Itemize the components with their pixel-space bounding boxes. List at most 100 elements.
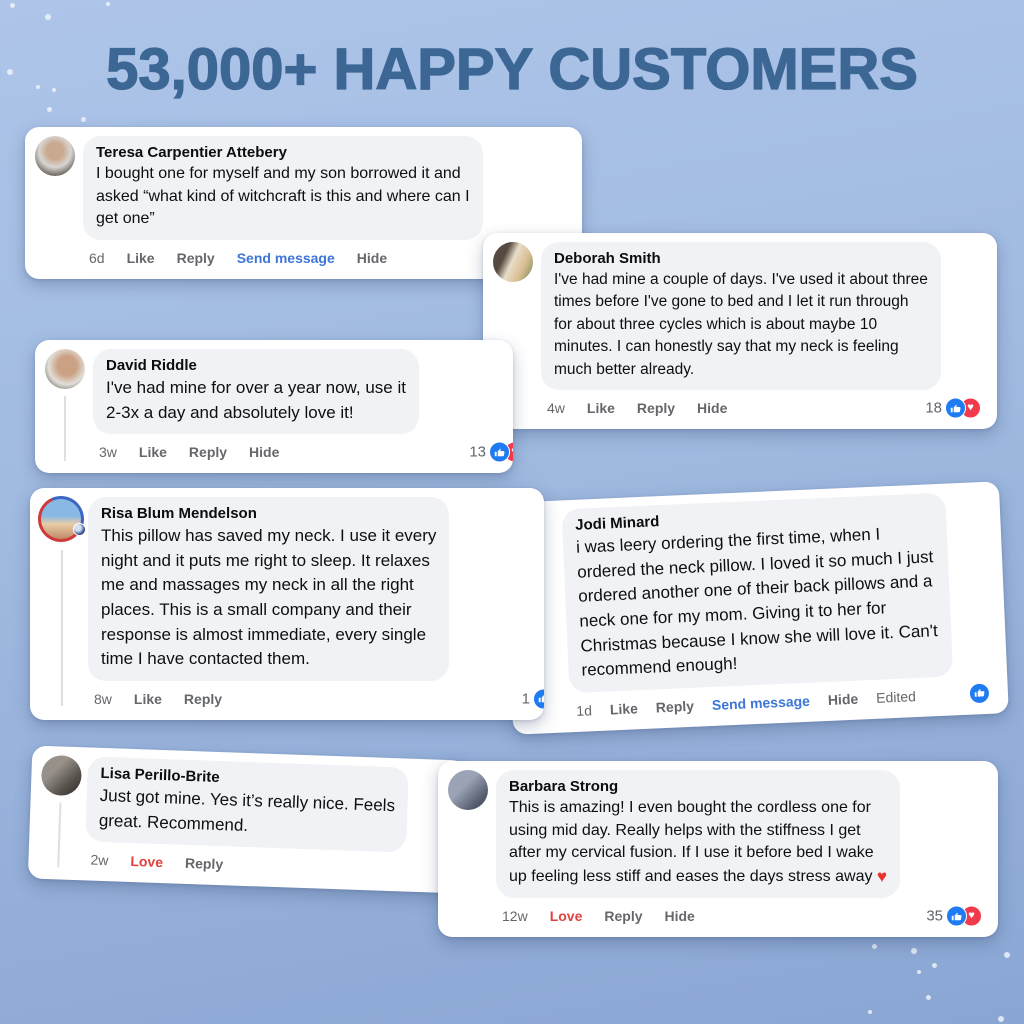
commenter-name[interactable]: Teresa Carpentier Attebery xyxy=(96,144,287,161)
decor-dot xyxy=(868,1010,872,1014)
thumbs-up-reaction-icon[interactable] xyxy=(968,682,991,705)
hide-button[interactable]: Hide xyxy=(664,908,695,925)
decor-dot xyxy=(81,117,86,122)
reaction-cluster[interactable]: 1 xyxy=(521,688,544,710)
reaction-cluster[interactable]: 18 ♥ xyxy=(925,397,981,419)
heart-emoji: ♥ xyxy=(876,867,888,887)
decor-dot xyxy=(998,1016,1004,1022)
decor-dot xyxy=(47,107,52,112)
commenter-name[interactable]: Deborah Smith xyxy=(554,250,661,267)
comment-bubble: Lisa Perillo-Brite Just got mine. Yes it… xyxy=(85,756,410,853)
reaction-count[interactable]: 35 xyxy=(926,907,943,925)
comment-bubble: Jodi Minard i was leery ordering the fir… xyxy=(561,492,953,694)
avatar[interactable] xyxy=(38,496,86,542)
comment-text: This pillow has saved my neck. I use it … xyxy=(101,526,437,669)
thread-line xyxy=(57,802,62,868)
decor-dot xyxy=(911,948,917,954)
decor-dot xyxy=(926,995,931,1000)
reaction-count[interactable]: 13 xyxy=(469,443,486,461)
avatar[interactable] xyxy=(493,242,533,282)
avatar[interactable] xyxy=(40,754,83,797)
comment-actions: 8w Like Reply 1 xyxy=(88,688,544,710)
avatar-photo xyxy=(41,499,81,539)
comment-actions: 2w Love Reply 1 xyxy=(84,849,455,884)
comment-actions: 6d Like Reply Send message Hide xyxy=(83,247,568,269)
reply-button[interactable]: Reply xyxy=(188,444,228,461)
like-button[interactable]: Like xyxy=(586,400,615,417)
timestamp[interactable]: 1d xyxy=(575,702,593,719)
reply-button[interactable]: Reply xyxy=(184,855,224,873)
commenter-name[interactable]: Risa Blum Mendelson xyxy=(101,505,257,522)
decor-dot xyxy=(10,3,15,8)
decor-dot xyxy=(45,14,51,20)
like-button[interactable]: Like xyxy=(609,700,639,718)
comment-text: This is amazing! I even bought the cordl… xyxy=(509,799,888,887)
comment-actions: 12w Love Reply Hide 35 ♥ xyxy=(496,905,984,927)
comment-card-jodi: Jodi Minard i was leery ordering the fir… xyxy=(503,481,1009,735)
like-button[interactable]: Like xyxy=(133,690,162,707)
comment-card-david: David Riddle I've had mine for over a ye… xyxy=(35,340,513,474)
thumbs-up-reaction-icon[interactable] xyxy=(945,397,966,419)
edited-label: Edited xyxy=(875,687,917,706)
reaction-cluster[interactable]: 13 ♥ xyxy=(469,441,513,463)
reply-button[interactable]: Reply xyxy=(183,690,223,707)
reaction-count[interactable]: 1 xyxy=(521,690,530,708)
commenter-name[interactable]: David Riddle xyxy=(106,357,197,374)
hide-button[interactable]: Hide xyxy=(249,444,280,461)
comment-text: I've had mine for over a year now, use i… xyxy=(106,378,406,422)
comment-text: i was leery ordering the first time, whe… xyxy=(575,524,939,680)
timestamp[interactable]: 3w xyxy=(99,444,117,461)
like-button[interactable]: Like xyxy=(126,250,155,267)
comment-text: I've had mine a couple of days. I've use… xyxy=(554,271,928,378)
avatar[interactable] xyxy=(448,770,488,810)
timestamp[interactable]: 2w xyxy=(90,851,109,869)
reaction-cluster[interactable] xyxy=(968,682,991,705)
avatar[interactable] xyxy=(35,136,75,176)
comment-bubble: Deborah Smith I've had mine a couple of … xyxy=(541,242,941,391)
decor-dot xyxy=(872,944,877,949)
love-button[interactable]: Love xyxy=(130,853,164,871)
decor-dot xyxy=(106,2,110,6)
reply-button[interactable]: Reply xyxy=(176,250,215,267)
commenter-name[interactable]: Barbara Strong xyxy=(509,778,619,795)
decor-dot xyxy=(52,88,56,92)
reply-button[interactable]: Reply xyxy=(604,908,643,925)
love-button[interactable]: Love xyxy=(549,908,583,925)
avatar[interactable] xyxy=(45,349,85,389)
comment-actions: 4w Like Reply Hide 18 ♥ xyxy=(541,397,983,419)
decor-dot xyxy=(917,970,921,974)
comment-text: I bought one for myself and my son borro… xyxy=(96,165,470,228)
comment-card-deborah: Deborah Smith I've had mine a couple of … xyxy=(483,233,997,430)
comment-bubble: Barbara Strong This is amazing! I even b… xyxy=(496,770,901,899)
like-button[interactable]: Like xyxy=(138,444,167,461)
thumbs-up-reaction-icon[interactable] xyxy=(489,441,510,463)
thread-line xyxy=(61,550,63,706)
reaction-cluster[interactable]: 35 ♥ xyxy=(926,905,982,927)
reaction-count[interactable]: 18 xyxy=(925,399,942,417)
page-title: 53,000+ HAPPY CUSTOMERS xyxy=(105,36,918,102)
reply-button[interactable]: Reply xyxy=(655,697,695,716)
timestamp[interactable]: 12w xyxy=(502,908,528,925)
decor-dot xyxy=(932,963,937,968)
send-message-button[interactable]: Send message xyxy=(236,250,335,267)
comment-bubble: Teresa Carpentier Attebery I bought one … xyxy=(83,136,483,241)
thumbs-up-reaction-icon[interactable] xyxy=(533,688,544,710)
comment-bubble: Risa Blum Mendelson This pillow has save… xyxy=(88,497,450,681)
comment-actions: 1d Like Reply Send message Hide Edited xyxy=(570,682,995,722)
comment-actions: 3w Like Reply Hide 13 ♥ xyxy=(93,441,513,463)
hide-button[interactable]: Hide xyxy=(697,400,728,417)
timestamp[interactable]: 4w xyxy=(547,400,565,417)
decor-dot xyxy=(36,85,40,89)
hide-button[interactable]: Hide xyxy=(827,690,859,708)
comment-bubble: David Riddle I've had mine for over a ye… xyxy=(93,349,419,435)
send-message-button[interactable]: Send message xyxy=(711,692,811,713)
comment-card-risa: Risa Blum Mendelson This pillow has save… xyxy=(30,488,544,720)
timestamp[interactable]: 6d xyxy=(89,250,105,267)
thumbs-up-reaction-icon[interactable] xyxy=(946,905,967,927)
thread-line xyxy=(64,396,66,462)
comment-card-lisa: Lisa Perillo-Brite Just got mine. Yes it… xyxy=(27,745,467,894)
comment-text: Just got mine. Yes it’s really nice. Fee… xyxy=(98,785,396,835)
hide-button[interactable]: Hide xyxy=(356,250,388,267)
timestamp[interactable]: 8w xyxy=(94,690,112,707)
reply-button[interactable]: Reply xyxy=(636,400,676,417)
